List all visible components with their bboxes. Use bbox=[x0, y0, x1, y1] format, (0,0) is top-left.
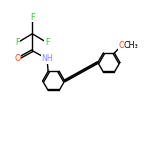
Text: NH: NH bbox=[41, 54, 53, 63]
Text: F: F bbox=[30, 13, 34, 22]
Text: O: O bbox=[14, 54, 21, 63]
Text: CH₃: CH₃ bbox=[124, 41, 139, 50]
Text: O: O bbox=[118, 41, 125, 50]
Text: F: F bbox=[45, 38, 49, 47]
Text: F: F bbox=[15, 38, 20, 47]
